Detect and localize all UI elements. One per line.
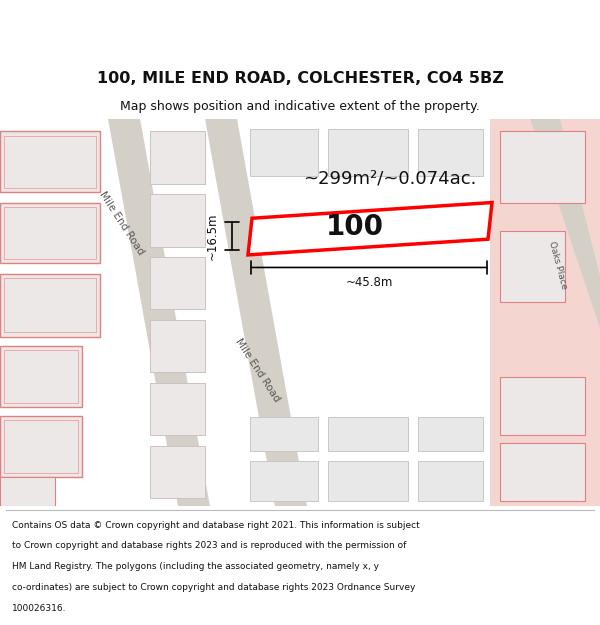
Bar <box>4 350 78 403</box>
Bar <box>0 346 82 407</box>
Polygon shape <box>530 119 600 328</box>
Bar <box>150 131 205 184</box>
Bar <box>4 207 96 259</box>
Bar <box>0 131 100 192</box>
Bar <box>250 418 318 451</box>
Bar <box>500 231 565 302</box>
Bar <box>328 461 408 501</box>
Bar <box>150 257 205 309</box>
Text: ~45.8m: ~45.8m <box>346 276 392 289</box>
Bar <box>418 418 483 451</box>
Bar <box>4 278 96 332</box>
Bar <box>150 320 205 372</box>
Bar <box>328 129 408 176</box>
Text: Map shows position and indicative extent of the property.: Map shows position and indicative extent… <box>120 100 480 113</box>
Text: 100026316.: 100026316. <box>12 604 67 612</box>
Bar <box>0 477 55 506</box>
Polygon shape <box>108 119 210 506</box>
Bar <box>418 461 483 501</box>
Text: Contains OS data © Crown copyright and database right 2021. This information is : Contains OS data © Crown copyright and d… <box>12 521 420 529</box>
Bar <box>0 274 100 337</box>
Text: Oaks Place: Oaks Place <box>547 241 569 291</box>
Bar <box>500 378 585 435</box>
Text: 100: 100 <box>326 213 384 241</box>
Bar <box>418 129 483 176</box>
Bar <box>150 382 205 435</box>
Text: to Crown copyright and database rights 2023 and is reproduced with the permissio: to Crown copyright and database rights 2… <box>12 541 406 550</box>
Text: ~299m²/~0.074ac.: ~299m²/~0.074ac. <box>304 169 476 187</box>
Bar <box>328 418 408 451</box>
Text: co-ordinates) are subject to Crown copyright and database rights 2023 Ordnance S: co-ordinates) are subject to Crown copyr… <box>12 583 415 592</box>
Text: ~16.5m: ~16.5m <box>205 213 218 260</box>
Bar <box>500 131 585 202</box>
Polygon shape <box>248 202 492 255</box>
Bar <box>250 461 318 501</box>
Bar <box>4 421 78 472</box>
Polygon shape <box>205 119 307 506</box>
Bar <box>0 416 82 477</box>
Bar <box>500 443 585 501</box>
Text: Mile End Road: Mile End Road <box>234 336 282 404</box>
Bar <box>490 119 600 506</box>
Bar <box>0 202 100 263</box>
Bar <box>150 446 205 498</box>
Bar <box>4 136 96 188</box>
Bar <box>150 194 205 246</box>
Bar <box>250 129 318 176</box>
Text: HM Land Registry. The polygons (including the associated geometry, namely x, y: HM Land Registry. The polygons (includin… <box>12 562 379 571</box>
Text: 100, MILE END ROAD, COLCHESTER, CO4 5BZ: 100, MILE END ROAD, COLCHESTER, CO4 5BZ <box>97 71 503 86</box>
Text: Mile End Road: Mile End Road <box>98 190 146 257</box>
